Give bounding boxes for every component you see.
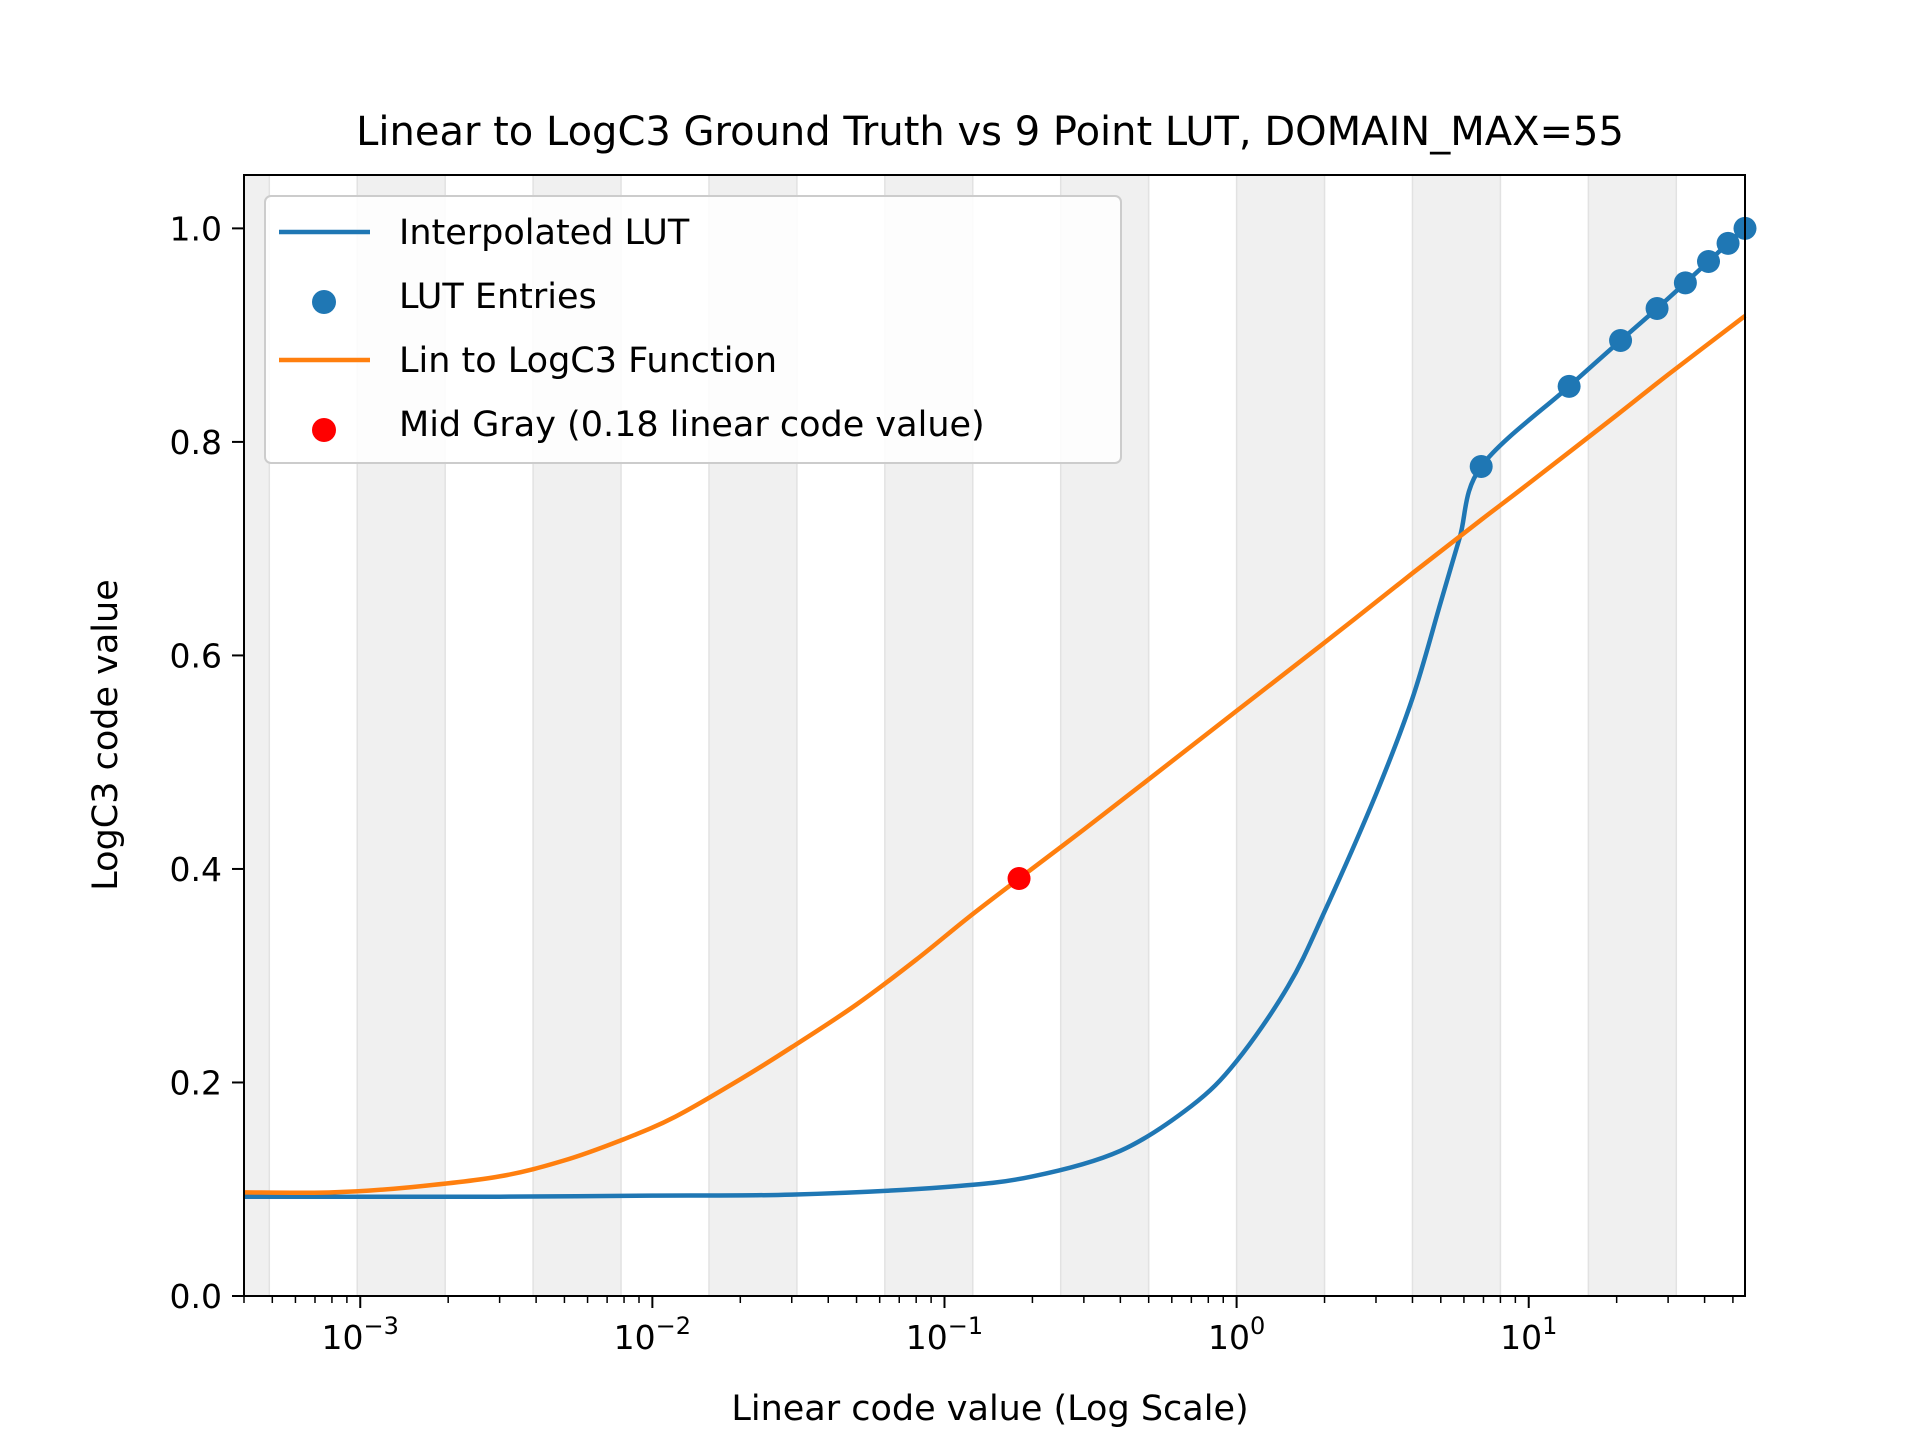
y-tick-label: 0.0: [170, 1277, 222, 1316]
points-layer: [1007, 216, 1757, 891]
mid-gray-point: [1007, 867, 1031, 891]
x-tick-label: 101: [1500, 1312, 1557, 1357]
shaded-band: [1588, 175, 1677, 1296]
y-tick-label: 0.6: [170, 636, 222, 675]
y-tick-label: 0.8: [170, 423, 222, 462]
lut-entry-point: [1716, 231, 1740, 255]
y-axis-ticks: 0.0 0.2 0.4 0.6 0.8 1.0: [170, 209, 244, 1316]
interpolated-lut-line: [244, 226, 1747, 1200]
lut-entry-point: [1673, 271, 1697, 295]
x-tick-label: 100: [1208, 1312, 1265, 1357]
lin-to-logc3-line: [243, 314, 1747, 1196]
lut-entry-point: [1645, 296, 1669, 320]
x-axis-ticks: 10−3 10−2 10−1 100 101: [243, 1296, 1734, 1357]
lut-entry-point: [1557, 374, 1581, 398]
shaded-band: [1236, 175, 1325, 1296]
legend-label: Lin to LogC3 Function: [399, 341, 777, 381]
shaded-bands: [243, 175, 1678, 1296]
legend-box: [264, 195, 1122, 464]
x-tick-label: 10−3: [322, 1312, 399, 1357]
x-axis-label: Linear code value (Log Scale): [731, 1389, 1248, 1429]
legend-label: LUT Entries: [399, 277, 597, 317]
legend-marker-swatch: [312, 290, 336, 314]
y-tick-label: 0.2: [170, 1063, 222, 1102]
legend-label: Mid Gray (0.18 linear code value): [399, 405, 985, 445]
legend-label: Interpolated LUT: [399, 213, 690, 253]
legend-marker-swatch: [312, 418, 336, 442]
series-layer: [243, 226, 1747, 1200]
legend: Interpolated LUT LUT Entries Lin to LogC3 …: [264, 195, 1122, 464]
x-tick-label: 10−1: [906, 1312, 983, 1357]
y-axis-label: LogC3 code value: [86, 579, 126, 890]
plot-frame: [243, 174, 1746, 1297]
lut-entry-point: [1609, 328, 1633, 352]
lut-entry-point: [1469, 454, 1493, 478]
x-tick-label: 10−2: [614, 1312, 691, 1357]
chart-title: Linear to LogC3 Ground Truth vs 9 Point …: [356, 109, 1624, 155]
y-tick-label: 1.0: [170, 209, 222, 248]
y-tick-label: 0.4: [170, 850, 222, 889]
lut-entry-point: [1697, 249, 1721, 273]
shaded-band: [1412, 175, 1501, 1296]
